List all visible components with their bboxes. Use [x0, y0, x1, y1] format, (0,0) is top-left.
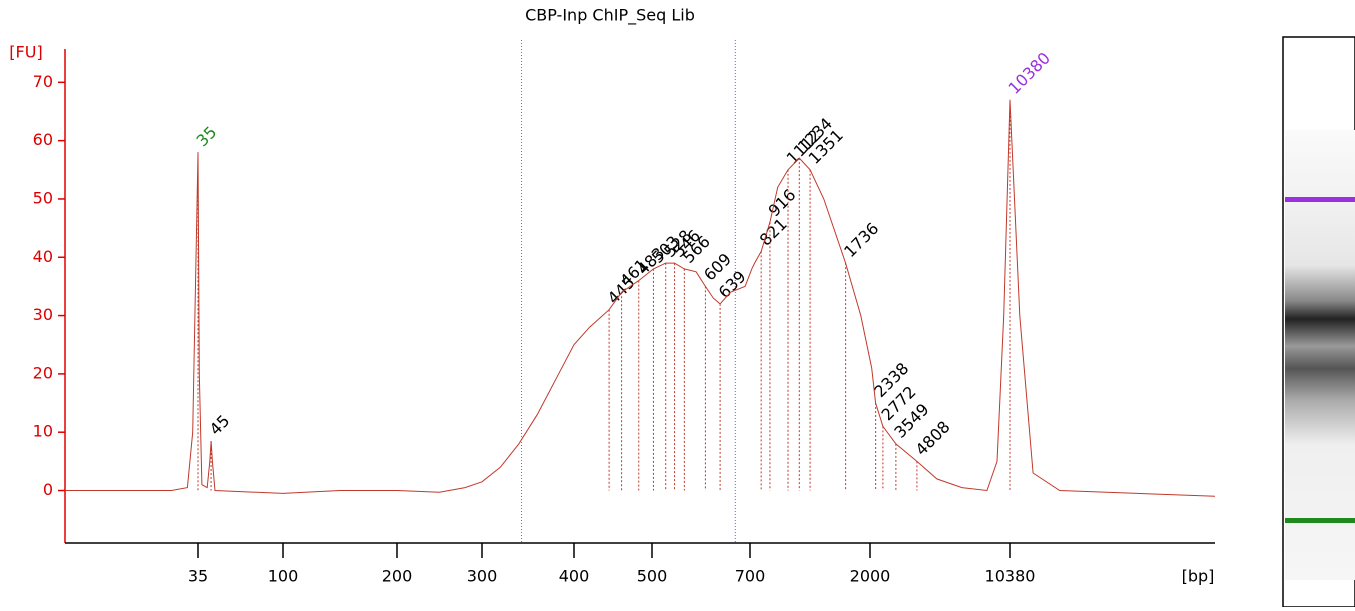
trace [65, 99, 1216, 497]
x-tick-label: 100 [268, 567, 299, 586]
peak-label: 916 [765, 185, 800, 220]
peak-label: 821 [756, 214, 791, 249]
y-tick-label: 20 [33, 363, 53, 382]
x-axis-label: [bp] [1182, 567, 1215, 586]
y-tick-label: 30 [33, 305, 53, 324]
x-tick-label: 35 [188, 567, 208, 586]
peak-label: 10380 [1005, 48, 1054, 97]
y-tick-label: 50 [33, 188, 53, 207]
y-tick-label: 40 [33, 247, 53, 266]
gel-lane [1282, 36, 1355, 608]
x-tick-label: 400 [559, 567, 590, 586]
x-tick-label: 200 [382, 567, 413, 586]
chart-title: CBP-Inp ChIP_Seq Lib [525, 6, 695, 26]
y-tick-label: 10 [33, 422, 53, 441]
peak-label: 35 [193, 122, 221, 150]
y-tick-label: 70 [33, 72, 53, 91]
x-tick-label: 10380 [985, 567, 1036, 586]
y-axis-label: [FU] [9, 43, 42, 62]
x-tick-label: 500 [637, 567, 668, 586]
y-tick-label: 0 [43, 480, 53, 499]
peak-label: 45 [206, 411, 234, 439]
peak-label: 1736 [840, 219, 882, 261]
y-tick-label: 60 [33, 130, 53, 149]
x-tick-label: 700 [735, 567, 766, 586]
x-tick-label: 2000 [850, 567, 891, 586]
x-tick-label: 300 [467, 567, 498, 586]
